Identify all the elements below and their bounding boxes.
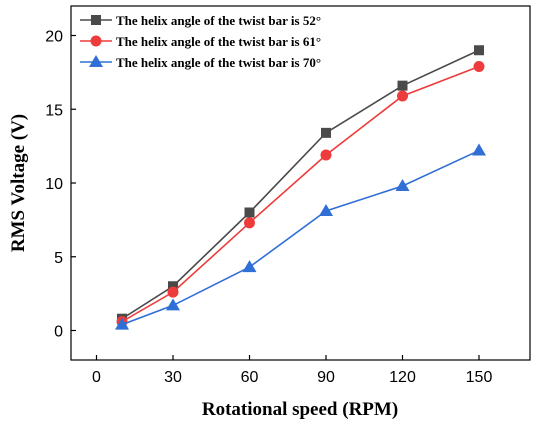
series-line-1 [121,65,480,323]
data-point-2-0 [115,317,129,330]
data-point-1-3 [320,149,332,161]
data-point-0-2 [244,207,255,218]
data-point-2-5 [472,143,486,156]
y-tick-label-1: 5 [54,250,63,267]
y-tick-label-3: 15 [45,102,63,119]
series-2 [115,143,486,330]
data-point-2-4 [395,178,410,191]
data-point-0-5 [474,45,484,56]
x-tick-label-4: 120 [389,369,416,386]
data-point-2-2 [242,260,257,273]
data-point-1-1 [167,286,179,298]
x-tick-label-5: 150 [466,369,493,386]
x-tick-label-2: 60 [241,369,259,386]
series-0 [117,45,484,324]
data-point-0-1 [168,281,178,292]
x-tick-label-0: 0 [92,369,101,386]
legend-marker-0 [91,15,101,25]
series-line-0 [121,49,480,320]
data-point-1-2 [244,217,255,229]
y-axis-title: RMS Voltage (V) [8,114,29,252]
x-axis-title: Rotational speed (RPM) [202,399,398,420]
x-tick-label-3: 90 [317,369,335,386]
data-point-0-3 [321,127,331,138]
data-point-0-4 [397,80,408,91]
legend-entry-1: The helix angle of the twist bar is 61° [80,34,321,49]
x-tick-label-1: 30 [164,369,182,386]
legend-label-0: The helix angle of the twist bar is 52° [116,13,321,28]
y-tick-label-0: 0 [54,324,63,341]
y-tick-label-4: 20 [45,29,63,46]
data-point-2-1 [166,298,180,311]
legend-entry-2: The helix angle of the twist bar is 70° [80,55,321,70]
legend-label-2: The helix angle of the twist bar is 70° [116,55,321,70]
data-point-1-4 [397,90,408,102]
data-point-2-3 [319,204,333,217]
legend-label-1: The helix angle of the twist bar is 61° [116,34,321,49]
legend-marker-2 [89,55,103,67]
series-line-2 [121,149,480,326]
data-point-1-5 [473,60,485,72]
legend-marker-1 [90,35,102,47]
y-tick-label-2: 10 [45,176,63,193]
legend-entry-0: The helix angle of the twist bar is 52° [80,13,321,28]
series-1 [116,60,485,328]
